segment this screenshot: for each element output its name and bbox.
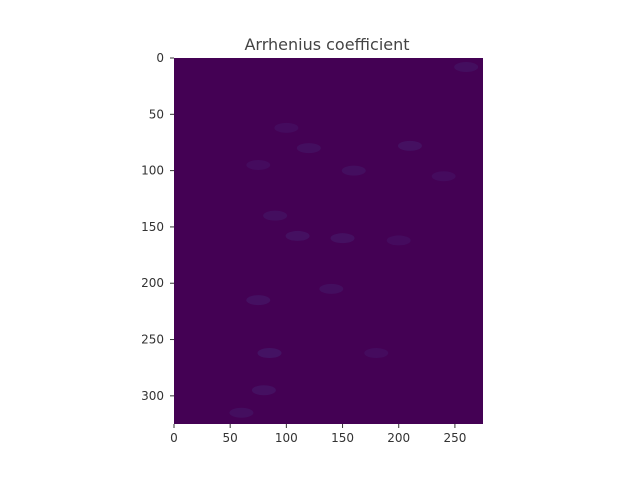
heatmap-feature-blob [431, 171, 456, 182]
x-tick-label: 0 [170, 431, 178, 445]
heatmap-feature-blob [364, 348, 389, 359]
y-axis: 0 50 100 150 200 250 300 [141, 51, 174, 403]
heatmap-feature [397, 140, 422, 151]
heatmap-feature-blob [229, 407, 254, 418]
y-tick-label: 0 [156, 51, 164, 65]
y-tick-label: 300 [141, 389, 164, 403]
y-tick-label: 250 [141, 333, 164, 347]
heatmap-feature [285, 230, 310, 241]
heatmap-feature-blob [263, 210, 288, 221]
x-tick-label: 50 [223, 431, 238, 445]
heatmap-feature [246, 159, 271, 170]
heatmap-feature [431, 171, 456, 182]
y-tick-label: 100 [141, 164, 164, 178]
x-tick-label: 250 [443, 431, 466, 445]
y-tick-label: 200 [141, 276, 164, 290]
plot-area [174, 58, 483, 424]
x-axis: 0 50 100 150 200 250 [170, 424, 466, 445]
heatmap-feature [251, 385, 276, 396]
heatmap-feature-blob [285, 230, 310, 241]
heatmap-feature [263, 210, 288, 221]
heatmap-feature [274, 122, 299, 133]
heatmap-feature [364, 348, 389, 359]
heatmap-feature-blob [386, 235, 411, 246]
heatmap-feature [386, 235, 411, 246]
heatmap-feature [319, 283, 344, 294]
heatmap-feature [341, 165, 366, 176]
heatmap-feature-blob [319, 283, 344, 294]
heatmap-feature-blob [330, 233, 355, 244]
heatmap-feature-blob [454, 62, 479, 73]
heatmap-feature [257, 348, 282, 359]
heatmap-feature [246, 295, 271, 306]
heatmap-feature [229, 407, 254, 418]
chart-title: Arrhenius coefficient [244, 35, 409, 54]
heatmap-feature-blob [397, 140, 422, 151]
heatmap-feature-blob [246, 295, 271, 306]
heatmap-feature [330, 233, 355, 244]
heatmap-feature [296, 143, 321, 154]
heatmap-background [174, 58, 483, 424]
heatmap-feature-blob [341, 165, 366, 176]
y-tick-label: 150 [141, 220, 164, 234]
heatmap-feature-blob [251, 385, 276, 396]
x-tick-label: 100 [275, 431, 298, 445]
x-tick-label: 200 [387, 431, 410, 445]
x-tick-label: 150 [331, 431, 354, 445]
heatmap-feature [454, 62, 479, 73]
heatmap-feature-blob [274, 122, 299, 133]
heatmap-feature-blob [257, 348, 282, 359]
heatmap-feature-blob [246, 159, 271, 170]
y-tick-label: 50 [149, 107, 164, 121]
heatmap-feature-blob [296, 143, 321, 154]
